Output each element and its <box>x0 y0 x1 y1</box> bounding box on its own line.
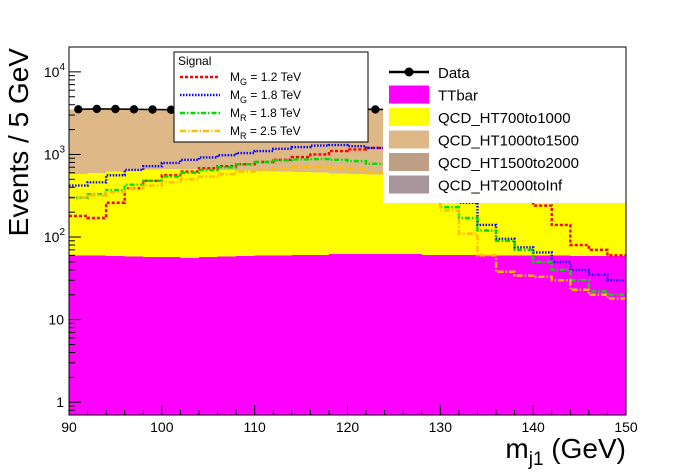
legend-swatch <box>389 85 429 104</box>
y-tick-label: 10 <box>48 312 64 328</box>
legend-label: QCD_HT700to1000 <box>438 110 571 127</box>
legend-swatch <box>389 108 429 126</box>
legend-label: Data <box>438 65 470 82</box>
x-tick-label: 130 <box>429 419 453 435</box>
x-tick-label: 120 <box>336 419 360 435</box>
stack-ttbar <box>69 254 626 415</box>
y-tick-label: 103 <box>44 144 66 162</box>
signal-legend-label: MG = 1.8 TeV <box>230 88 301 105</box>
x-tick-label: 110 <box>244 419 267 435</box>
signal-line-2 <box>69 143 626 282</box>
signal-legend-box <box>173 51 369 143</box>
data-point <box>371 105 380 114</box>
signal-line-3 <box>69 157 626 296</box>
legend-label: TTbar <box>438 88 478 105</box>
legend-data-marker <box>404 67 414 77</box>
signal-legend-label: MR = 1.8 TeV <box>230 106 301 123</box>
legend-swatch <box>389 130 429 149</box>
x-tick-label: 150 <box>614 419 638 435</box>
legend-swatch <box>389 153 429 171</box>
data-point <box>74 105 83 114</box>
y-axis-title: Events / 5 GeV <box>3 48 34 237</box>
y-tick-label: 104 <box>44 62 66 80</box>
legend-label: QCD_HT1500to2000 <box>438 155 579 172</box>
x-tick-label: 90 <box>61 419 77 435</box>
y-tick-label: 1 <box>56 394 64 410</box>
legend-label: QCD_HT2000toInf <box>438 178 563 195</box>
data-point <box>129 105 139 114</box>
signal-legend-title: Signal <box>178 54 211 68</box>
signal-legend-label: MR = 2.5 TeV <box>230 124 301 141</box>
signal-legend-label: MG = 1.2 TeV <box>230 70 301 87</box>
legend-swatch <box>389 175 429 194</box>
legend-label: QCD_HT1000to1500 <box>438 133 579 150</box>
data-point <box>166 105 176 114</box>
data-point <box>92 104 102 114</box>
x-axis-title: mj1 (GeV) <box>505 433 626 470</box>
data-point <box>148 105 157 114</box>
signal-line-4 <box>69 166 626 300</box>
x-tick-label: 140 <box>521 419 545 435</box>
data-point <box>111 104 120 114</box>
y-tick-label: 102 <box>44 227 66 245</box>
x-tick-label: 100 <box>150 419 174 435</box>
